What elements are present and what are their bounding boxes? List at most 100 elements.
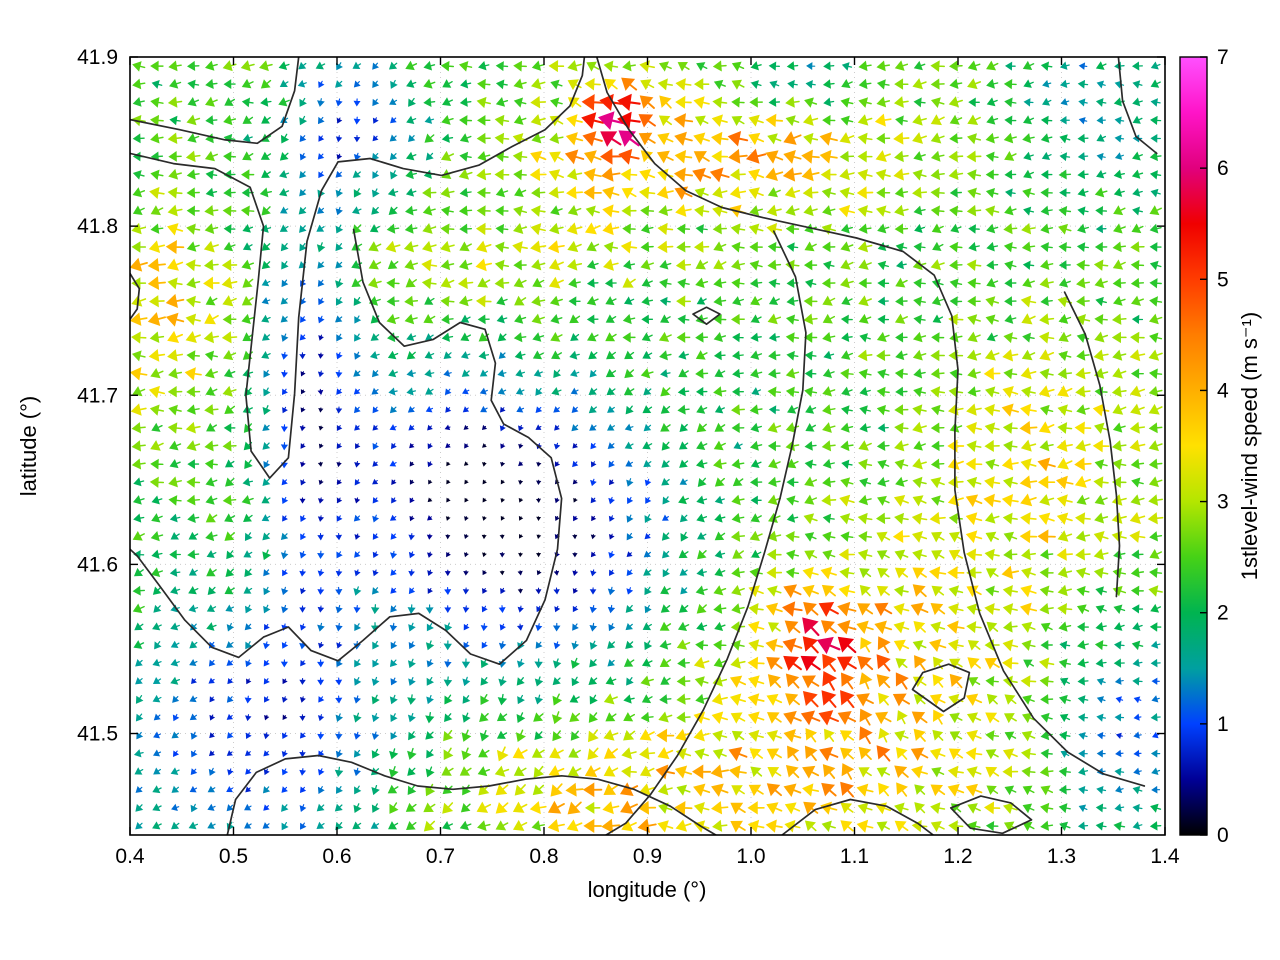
wind-arrow (315, 61, 326, 70)
wind-arrow (262, 822, 270, 829)
wind-arrow (369, 224, 380, 233)
wind-arrow (821, 440, 836, 452)
wind-arrow (317, 261, 325, 269)
wind-arrow (840, 223, 853, 234)
wind-arrow (1074, 457, 1092, 471)
wind-arrow (930, 132, 945, 144)
wind-arrow (427, 551, 433, 558)
wind-arrow (204, 223, 219, 234)
wind-arrow (1003, 713, 1017, 724)
wind-arrow (642, 441, 653, 450)
wind-arrow (1040, 694, 1054, 705)
wind-arrow (281, 821, 289, 831)
wind-arrow (1094, 314, 1108, 325)
wind-arrow (712, 748, 727, 760)
wind-arrow (783, 149, 802, 164)
x-axis-label: longitude (°) (588, 877, 707, 902)
wind-arrow (1002, 656, 1019, 670)
wind-arrow (858, 767, 872, 778)
wind-arrow (1022, 821, 1035, 832)
wind-arrow (820, 566, 837, 580)
wind-arrow (1129, 421, 1145, 434)
wind-arrow (133, 513, 145, 523)
wind-arrow (167, 132, 183, 145)
colorbar-tick-label: 2 (1217, 602, 1229, 625)
wind-arrow (730, 223, 746, 235)
wind-arrow (660, 585, 671, 595)
wind-arrow (386, 296, 400, 307)
wind-arrow (566, 222, 583, 235)
wind-arrow (856, 783, 874, 797)
wind-arrow (480, 693, 490, 706)
wind-arrow (605, 332, 617, 342)
wind-arrow (713, 79, 726, 90)
wind-arrow (517, 588, 523, 594)
wind-arrow (947, 439, 965, 453)
wind-arrow (588, 712, 598, 723)
wind-arrow (676, 223, 691, 235)
wind-arrow (1094, 277, 1108, 289)
wind-arrow (427, 461, 433, 468)
wind-arrow (1004, 296, 1017, 307)
wind-arrow (804, 278, 817, 289)
wind-arrow (207, 785, 216, 793)
wind-arrow (335, 315, 343, 323)
wind-arrow (623, 386, 635, 396)
wind-arrow (965, 747, 983, 761)
wind-arrow (1094, 640, 1108, 651)
wind-arrow (203, 331, 219, 344)
wind-arrow (625, 622, 633, 631)
wind-arrow (132, 78, 146, 90)
wind-arrow (335, 604, 343, 614)
wind-arrow (697, 531, 707, 540)
wind-arrow (206, 604, 217, 613)
wind-arrow (711, 150, 729, 164)
wind-arrow (1132, 622, 1143, 631)
wind-arrow (914, 784, 926, 795)
wind-arrow (985, 766, 1000, 778)
wind-arrow (967, 78, 982, 90)
wind-arrow (407, 406, 415, 413)
wind-arrow (605, 368, 617, 378)
wind-arrow (696, 440, 708, 450)
wind-arrow (662, 568, 670, 578)
wind-arrow (353, 80, 361, 88)
wind-arrow (1003, 223, 1018, 235)
wind-arrow (226, 713, 234, 720)
wind-arrow (1002, 349, 1019, 362)
wind-arrow (554, 515, 560, 522)
wind-arrow (1095, 98, 1107, 107)
wind-arrow (948, 96, 963, 108)
wind-arrow (731, 404, 745, 416)
wind-arrow (713, 458, 727, 470)
wind-arrow (622, 60, 636, 72)
contour-line (605, 230, 807, 835)
wind-arrow (353, 135, 361, 143)
wind-arrow (552, 658, 562, 669)
wind-arrow (318, 334, 324, 341)
wind-arrow (189, 713, 197, 721)
wind-arrow (750, 350, 763, 360)
wind-arrow (1150, 658, 1161, 668)
wind-arrow (1096, 713, 1107, 722)
wind-arrow (224, 531, 236, 541)
wind-arrow (822, 422, 836, 433)
wind-arrow (515, 729, 526, 743)
wind-arrow (1019, 420, 1038, 435)
wind-arrow (821, 223, 836, 235)
wind-arrow (280, 297, 289, 305)
wind-arrow (785, 693, 800, 706)
wind-arrow (532, 332, 545, 342)
wind-arrow (372, 424, 379, 431)
wind-arrow (985, 314, 999, 326)
wind-arrow (186, 494, 201, 506)
wind-arrow (1114, 134, 1125, 143)
wind-arrow (1093, 259, 1109, 271)
wind-arrow (841, 405, 853, 415)
wind-arrow (168, 60, 182, 72)
wind-arrow (913, 620, 926, 633)
wind-arrow (1020, 675, 1037, 688)
wind-arrow (1131, 169, 1144, 179)
wind-arrow (985, 132, 999, 144)
wind-arrow (967, 657, 981, 670)
